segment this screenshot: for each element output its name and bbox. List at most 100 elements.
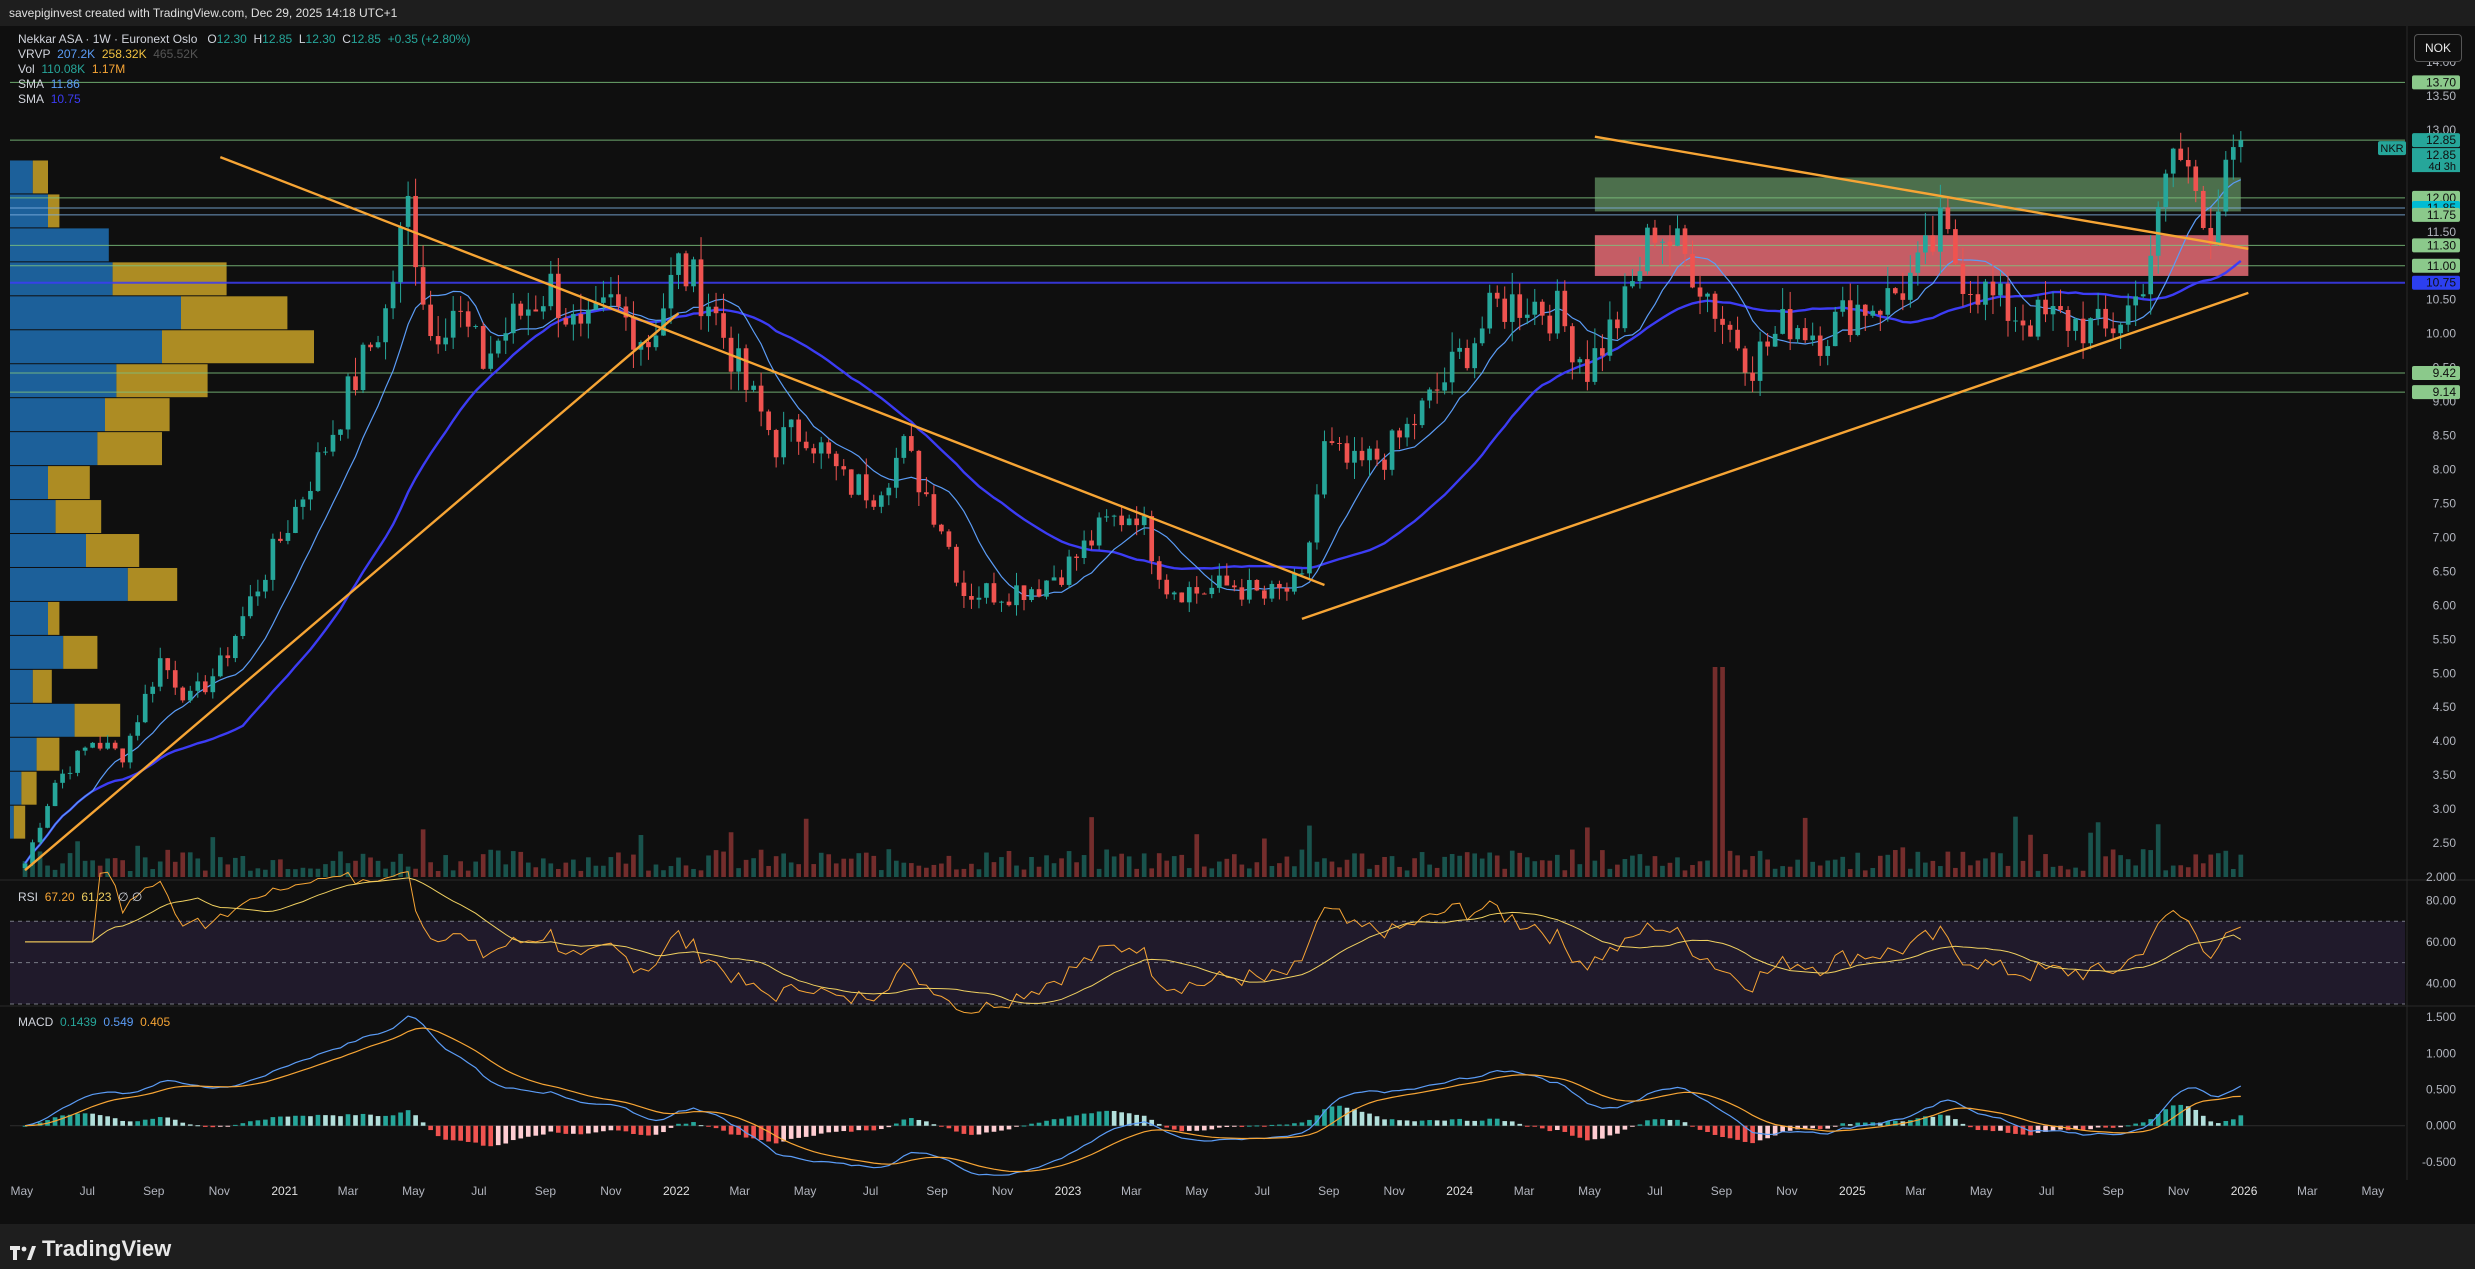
macd-histogram-bar xyxy=(1847,1124,1853,1126)
volume-bar xyxy=(488,849,494,877)
volume-bar xyxy=(1419,852,1425,877)
level-price-label: 11.75 xyxy=(2427,208,2456,222)
macd-histogram-bar xyxy=(255,1120,261,1126)
volume-profile-up-bar xyxy=(10,160,33,194)
macd-histogram-bar xyxy=(2118,1125,2123,1128)
candle-body xyxy=(97,742,103,749)
volume-bar xyxy=(480,854,486,877)
candle-body xyxy=(954,546,959,583)
candle-body xyxy=(924,492,929,495)
volume-bar xyxy=(345,863,351,877)
volume-bar xyxy=(1239,864,1245,877)
volume-bar xyxy=(773,856,779,877)
macd-histogram-bar xyxy=(571,1125,576,1134)
volume-bar xyxy=(2185,867,2191,877)
volume-bar xyxy=(1224,858,1230,877)
candle-body xyxy=(1712,293,1718,319)
sma-fast-line xyxy=(24,179,2242,864)
volume-bar xyxy=(833,863,839,877)
candle-body xyxy=(390,282,396,309)
candle-body xyxy=(1216,575,1222,588)
macd-histogram-bar xyxy=(435,1125,441,1137)
candle-body xyxy=(1908,272,1913,300)
volume-bar xyxy=(1554,854,1560,877)
macd-histogram-bar xyxy=(833,1125,839,1132)
volume-bar xyxy=(217,857,223,877)
volume-bar xyxy=(1832,859,1838,877)
candle-body xyxy=(105,742,110,749)
volume-profile-down-bar xyxy=(162,330,314,364)
macd-histogram-bar xyxy=(480,1125,486,1146)
macd-histogram-bar xyxy=(1817,1125,1823,1130)
candle-body xyxy=(1262,590,1267,599)
brand[interactable]: TradingView xyxy=(10,1236,171,1262)
macd-histogram-bar xyxy=(1014,1125,1019,1127)
macd-histogram-bar xyxy=(202,1125,208,1127)
macd-histogram-bar xyxy=(308,1116,313,1126)
macd-histogram-bar xyxy=(1682,1122,1688,1126)
macd-histogram-bar xyxy=(2013,1125,2018,1134)
macd-histogram-bar xyxy=(518,1125,524,1139)
volume-bar xyxy=(2133,865,2138,877)
volume-bar xyxy=(1735,855,1740,877)
candle-body xyxy=(833,453,839,467)
candle-body xyxy=(1892,288,1898,294)
candle-body xyxy=(1998,283,2003,296)
candle-body xyxy=(1419,400,1425,426)
macd-histogram-bar xyxy=(909,1118,914,1126)
level-price-tag xyxy=(2412,258,2460,273)
macd-legend[interactable]: MACD 0.1439 0.549 0.405 xyxy=(18,1015,170,1029)
legend-vol-row[interactable]: Vol 110.08K 1.17M xyxy=(18,62,470,77)
macd-histogram-bar xyxy=(1840,1123,1846,1126)
legend-change: +0.35 (+2.80%) xyxy=(387,32,471,46)
macd-histogram-bar xyxy=(1622,1125,1628,1130)
volume-profile-down-bar xyxy=(86,534,140,567)
legend-sma1-value: 11.86 xyxy=(50,77,80,91)
x-tick-label: Jul xyxy=(80,1184,95,1198)
volume-bar xyxy=(2208,854,2214,877)
volume-bar xyxy=(1352,853,1357,877)
rsi-signal-line xyxy=(25,877,2242,1004)
macd-histogram-bar xyxy=(2230,1119,2236,1126)
macd-histogram-bar xyxy=(1066,1116,1072,1126)
volume-bar xyxy=(691,868,696,877)
volume-bar xyxy=(766,865,771,877)
legend-sma1-row[interactable]: SMA 11.86 xyxy=(18,77,470,92)
volume-bar xyxy=(1262,838,1267,877)
volume-bar xyxy=(1344,859,1350,877)
macd-histogram-bar xyxy=(826,1125,832,1133)
macd-histogram-bar xyxy=(1524,1125,1530,1127)
macd-histogram-bar xyxy=(450,1125,456,1141)
candle-body xyxy=(1547,315,1553,334)
volume-bar xyxy=(969,863,974,877)
candle-body xyxy=(939,524,944,532)
candle-body xyxy=(2223,159,2229,212)
volume-bar xyxy=(540,858,546,877)
rsi-legend[interactable]: RSI 67.20 61.23 ∅ ∅ xyxy=(18,890,142,904)
candle-body xyxy=(1705,293,1710,297)
legend-vrvp-row[interactable]: VRVP 207.2K 258.32K 465.52K xyxy=(18,47,470,62)
candle-body xyxy=(1682,228,1688,254)
volume-bar xyxy=(676,857,681,877)
candle-body xyxy=(1765,341,1770,347)
candle-body xyxy=(503,333,509,341)
volume-bar xyxy=(571,859,576,877)
candle-body xyxy=(1840,300,1846,312)
macd-histogram-bar xyxy=(1119,1112,1124,1126)
candle-body xyxy=(2013,320,2018,322)
volume-bar xyxy=(1006,850,1012,877)
volume-bar xyxy=(1795,859,1800,877)
candle-body xyxy=(248,596,253,617)
volume-bar xyxy=(1427,864,1432,877)
volume-bar xyxy=(1675,857,1680,877)
candle-body xyxy=(1990,281,1996,296)
volume-bar xyxy=(60,863,65,877)
volume-bar xyxy=(293,869,298,877)
legend-symbol-row[interactable]: Nekkar ASA · 1W · Euronext Oslo O12.30 H… xyxy=(18,32,470,47)
candle-body xyxy=(2005,283,2011,321)
legend-sma2-row[interactable]: SMA 10.75 xyxy=(18,92,470,107)
main-chart[interactable]: 14.0013.5013.0012.5012.0011.5011.0010.50… xyxy=(0,26,2475,1224)
chart-frame[interactable]: 14.0013.5013.0012.5012.0011.5011.0010.50… xyxy=(0,26,2475,1224)
volume-bar xyxy=(2118,855,2123,877)
currency-button[interactable]: NOK xyxy=(2414,34,2462,62)
